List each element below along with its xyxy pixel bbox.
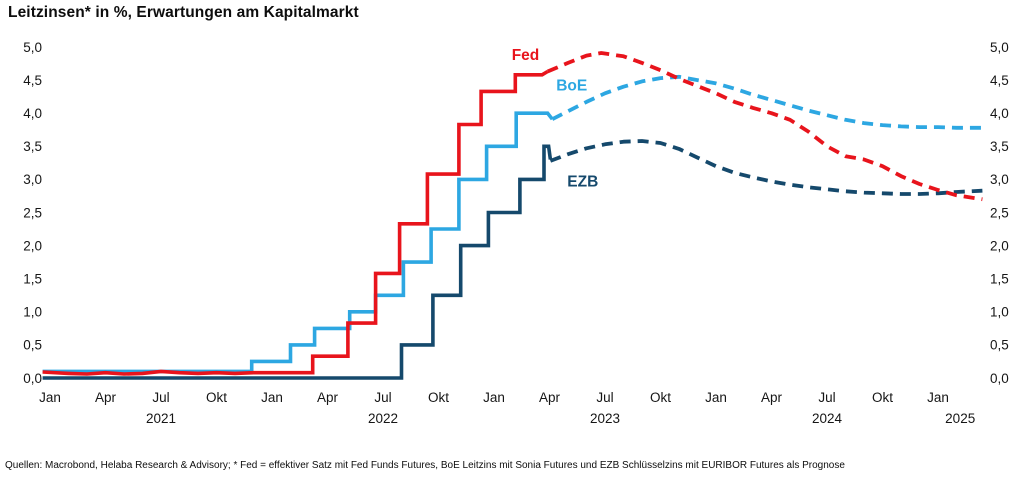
x-tick-month: Jan (927, 390, 949, 405)
x-tick-year: 2021 (146, 411, 176, 426)
y-axis-right: 5,0 4,5 4,0 3,5 3,0 2,5 2,0 1,5 1,0 0,5 0,0 (990, 40, 1009, 386)
x-tick-month: Apr (539, 390, 561, 405)
y-axis-left: 5,0 4,5 4,0 3,5 3,0 2,5 2,0 1,5 1,0 0,5 0,0 (23, 40, 42, 386)
y-tick-right: 5,0 (990, 40, 1009, 55)
y-tick-right: 2,0 (990, 238, 1009, 253)
ezb-history-line (42, 144, 553, 380)
y-tick-left: 0,5 (23, 338, 42, 353)
x-tick-month: Okt (872, 390, 893, 405)
x-tick-year: 2022 (368, 411, 398, 426)
series-lines (42, 51, 985, 380)
x-tick-month: Apr (95, 390, 117, 405)
y-tick-left: 3,5 (23, 139, 42, 154)
x-tick-month: Jul (152, 390, 169, 405)
series-labels: EZB BoE Fed (512, 47, 599, 190)
y-tick-left: 0,0 (23, 371, 42, 386)
y-tick-left: 4,5 (23, 73, 42, 88)
y-tick-right: 1,5 (990, 272, 1009, 287)
y-tick-left: 5,0 (23, 40, 42, 55)
x-tick-year: 2023 (590, 411, 620, 426)
y-tick-right: 2,5 (990, 205, 1009, 220)
y-tick-right: 3,0 (990, 172, 1009, 187)
chart-title: Leitzinsen* in %, Erwartungen am Kapital… (8, 4, 359, 21)
y-tick-right: 3,5 (990, 139, 1009, 154)
y-tick-right: 4,5 (990, 73, 1009, 88)
x-tick-month: Okt (206, 390, 227, 405)
x-tick-year: 2025 (945, 411, 975, 426)
y-tick-left: 1,0 (23, 305, 42, 320)
source-footnote: Quellen: Macrobond, Helaba Research & Ad… (5, 460, 845, 471)
boe-history-line (42, 111, 554, 374)
x-tick-month: Apr (317, 390, 339, 405)
x-tick-month: Jul (374, 390, 391, 405)
fed-forecast-line (546, 51, 983, 202)
x-tick-month: Jan (483, 390, 505, 405)
y-tick-left: 3,0 (23, 172, 42, 187)
interest-rate-chart: 5,0 4,5 4,0 3,5 3,0 2,5 2,0 1,5 1,0 0,5 0,0 5,0 4,5… (23, 40, 1009, 426)
boe-forecast-line (551, 74, 985, 130)
y-tick-right: 1,0 (990, 305, 1009, 320)
x-tick-month: Jan (261, 390, 283, 405)
x-tick-month: Okt (428, 390, 449, 405)
fed-series-label: Fed (512, 47, 540, 64)
x-tick-year: 2024 (812, 411, 843, 426)
x-tick-month: Apr (761, 390, 783, 405)
x-tick-month: Jan (39, 390, 61, 405)
x-axis-years: 2021 2022 2023 2024 2025 (146, 411, 975, 426)
ezb-forecast-line (549, 139, 983, 196)
boe-series-label: BoE (556, 77, 587, 94)
y-tick-left: 4,0 (23, 106, 42, 121)
x-axis-months: Jan Apr Jul Okt Jan Apr Jul Okt Jan Apr Jul Okt Jan A… (39, 390, 949, 405)
y-tick-left: 2,5 (23, 205, 42, 220)
x-tick-month: Jan (705, 390, 727, 405)
y-tick-left: 2,0 (23, 238, 42, 253)
ezb-series-label: EZB (567, 173, 598, 190)
fed-history-line (42, 69, 549, 376)
x-tick-month: Jul (596, 390, 613, 405)
x-tick-month: Jul (818, 390, 835, 405)
x-tick-month: Okt (650, 390, 671, 405)
y-tick-right: 4,0 (990, 106, 1009, 121)
y-tick-right: 0,0 (990, 371, 1009, 386)
y-tick-right: 0,5 (990, 338, 1009, 353)
y-tick-left: 1,5 (23, 272, 42, 287)
